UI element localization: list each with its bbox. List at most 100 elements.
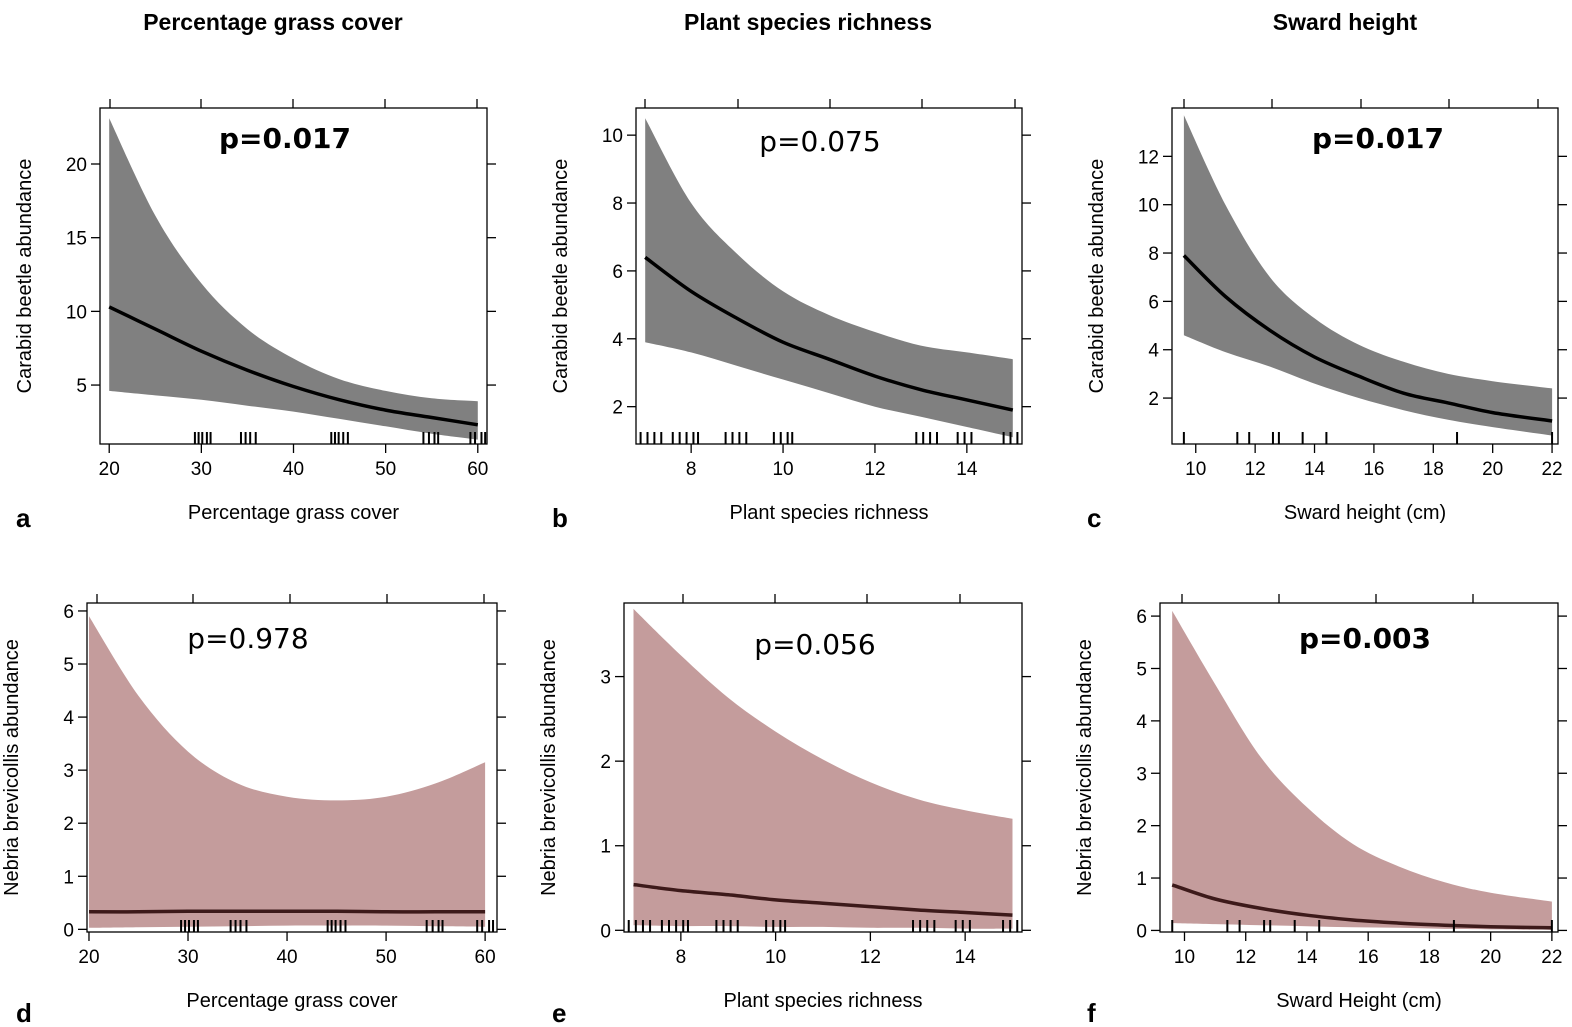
y-axis-label: Nebria brevicollis abundance — [1, 639, 23, 896]
y-tick-label: 4 — [63, 708, 74, 729]
y-axis-label: Carabid beetle abundance — [14, 159, 36, 394]
x-tick-label: 12 — [860, 947, 881, 968]
y-tick-label: 1 — [63, 867, 74, 888]
y-tick-label: 5 — [76, 376, 87, 397]
x-tick-label: 16 — [1358, 947, 1379, 968]
panel-letter: b — [552, 503, 568, 533]
panel-letter: f — [1087, 998, 1096, 1027]
panel-letter: c — [1087, 503, 1101, 533]
y-axis-label: Nebria brevicollis abundance — [538, 639, 560, 896]
confidence-band — [89, 616, 486, 928]
y-tick-label: 8 — [612, 194, 623, 215]
x-tick-label: 30 — [191, 459, 212, 480]
x-tick-label: 18 — [1423, 459, 1444, 480]
y-tick-label: 0 — [63, 920, 74, 941]
y-tick-label: 6 — [612, 262, 623, 283]
confidence-band — [109, 118, 478, 440]
p-value-annotation: p=0.017 — [1312, 122, 1444, 155]
y-tick-label: 10 — [602, 126, 623, 147]
plot-frame — [635, 107, 1023, 445]
x-tick-label: 50 — [375, 459, 396, 480]
y-tick-label: 6 — [63, 602, 74, 623]
plot-frame — [623, 602, 1023, 933]
x-tick-label: 50 — [376, 947, 397, 968]
y-tick-label: 0 — [600, 921, 611, 942]
y-tick-label: 4 — [1136, 712, 1147, 733]
x-tick-label: 14 — [955, 947, 977, 968]
y-tick-label: 2 — [612, 398, 623, 419]
y-tick-label: 15 — [66, 229, 87, 250]
fitted-line — [1182, 254, 1553, 423]
y-tick-label: 20 — [66, 155, 87, 176]
y-tick-label: 4 — [612, 330, 623, 351]
y-tick-label: 1 — [1136, 869, 1147, 890]
x-tick-label: 16 — [1363, 459, 1384, 480]
fitted-line — [88, 909, 486, 914]
x-tick-label: 14 — [1304, 459, 1326, 480]
fitted-line — [108, 305, 479, 427]
x-tick-label: 8 — [686, 459, 697, 480]
x-tick-label: 10 — [765, 947, 786, 968]
y-tick-label: 2 — [1136, 817, 1147, 838]
confidence-band — [1172, 610, 1552, 930]
column-title-grass-cover: Percentage grass cover — [143, 9, 403, 35]
x-tick-label: 10 — [772, 459, 793, 480]
column-title-species-richness: Plant species richness — [684, 9, 932, 35]
x-tick-label: 14 — [956, 459, 978, 480]
y-tick-label: 6 — [1148, 292, 1159, 313]
confidence-band — [1183, 115, 1553, 436]
y-axis-label: Carabid beetle abundance — [550, 159, 572, 394]
x-tick-label: 10 — [1185, 459, 1206, 480]
x-axis-label: Percentage grass cover — [188, 502, 400, 524]
y-tick-label: 10 — [66, 302, 87, 323]
x-axis-label: Plant species richness — [724, 990, 923, 1012]
y-tick-label: 5 — [1136, 659, 1147, 680]
x-tick-label: 40 — [283, 459, 304, 480]
x-tick-label: 12 — [1235, 947, 1256, 968]
panel-letter: a — [16, 503, 31, 533]
x-tick-label: 10 — [1174, 947, 1195, 968]
x-tick-label: 18 — [1419, 947, 1440, 968]
fitted-line — [633, 882, 1013, 917]
p-value-annotation: p=0.056 — [754, 628, 875, 661]
x-tick-label: 22 — [1541, 459, 1562, 480]
y-tick-label: 2 — [600, 752, 611, 773]
y-axis-label: Nebria brevicollis abundance — [1074, 639, 1096, 896]
plot-frame — [1159, 602, 1559, 933]
y-tick-label: 4 — [1148, 341, 1159, 362]
x-tick-label: 20 — [78, 947, 99, 968]
panel-letter: d — [16, 998, 32, 1027]
x-axis-label: Percentage grass cover — [186, 990, 398, 1012]
fitted-line — [644, 255, 1014, 412]
y-tick-label: 2 — [63, 814, 74, 835]
p-value-annotation: p=0.075 — [759, 125, 880, 158]
x-axis-label: Sward height (cm) — [1284, 502, 1446, 524]
x-tick-label: 22 — [1541, 947, 1562, 968]
x-tick-label: 12 — [1245, 459, 1266, 480]
confidence-band — [645, 118, 1013, 438]
p-value-annotation: p=0.978 — [187, 622, 308, 655]
y-tick-label: 1 — [600, 837, 611, 858]
y-tick-label: 6 — [1136, 607, 1147, 628]
x-tick-label: 60 — [467, 459, 488, 480]
confidence-band — [633, 608, 1013, 929]
x-tick-label: 20 — [1482, 459, 1503, 480]
panel-a: 20 30 40 50 60 5 10 15 20 Percentage grass cover C… — [14, 99, 496, 533]
x-tick-label: 14 — [1296, 947, 1318, 968]
panel-b: 8 10 12 14 2 4 6 8 10 Plant species richness Carab… — [550, 99, 1031, 533]
x-tick-label: 20 — [1480, 947, 1501, 968]
panel-d: 20 30 40 50 60 0 1 2 3 4 5 6 Percentage grass cover N… — [1, 594, 506, 1027]
y-tick-label: 3 — [63, 761, 74, 782]
x-tick-label: 60 — [475, 947, 496, 968]
plot-frame — [86, 602, 498, 933]
plot-frame — [1171, 107, 1559, 445]
p-value-annotation: p=0.017 — [219, 122, 351, 155]
x-tick-label: 8 — [676, 947, 687, 968]
y-axis-label: Carabid beetle abundance — [1086, 159, 1108, 394]
x-axis-label: Sward Height (cm) — [1276, 990, 1442, 1012]
